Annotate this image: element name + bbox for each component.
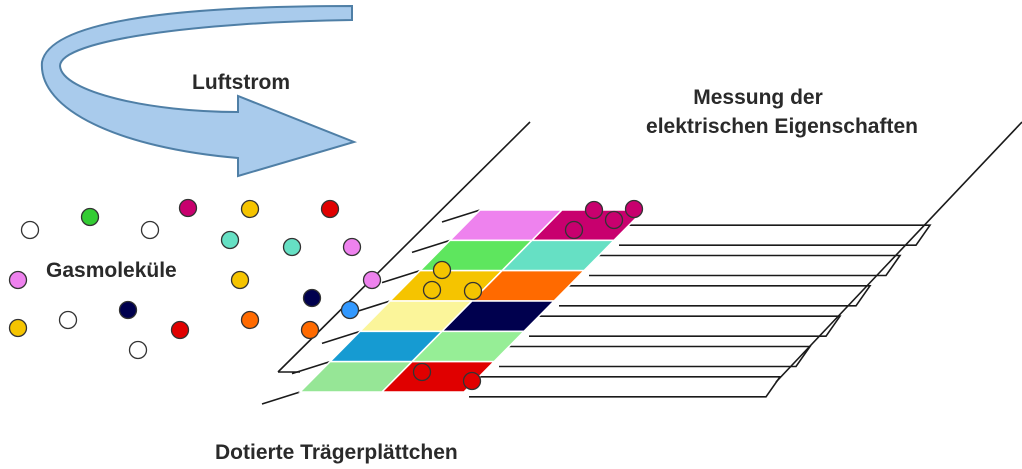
measurement-label-line2: elektrischen Eigenschaften [646, 115, 918, 138]
electrode-lines [261, 121, 1022, 405]
gas-molecule [300, 320, 320, 340]
gas-molecule [362, 270, 382, 290]
electrode-line [529, 315, 842, 337]
gas-molecule [8, 318, 28, 338]
electrode-line [589, 254, 902, 277]
gas-molecule [282, 237, 302, 257]
gas-molecule [220, 230, 240, 250]
adsorbed-molecule [412, 362, 432, 382]
gas-molecule [58, 310, 78, 330]
adsorbed-molecule [432, 260, 452, 280]
adsorbed-molecule [624, 199, 644, 219]
gas-molecule [302, 288, 322, 308]
airflow-arrow-icon [40, 4, 358, 178]
doped-plates-label: Dotierte Trägerplättchen [215, 441, 458, 464]
gas-molecule [80, 207, 100, 227]
gas-molecule [128, 340, 148, 360]
gas-molecule [118, 300, 138, 320]
plate-edge-line [381, 269, 421, 284]
plate-edge-line [411, 239, 451, 254]
adsorbed-molecules [412, 199, 644, 391]
gas-molecule [8, 270, 28, 290]
gas-molecule [178, 198, 198, 218]
gas-molecule [170, 320, 190, 340]
electrode-line [559, 285, 872, 307]
measurement-label-line1: Messung der [693, 86, 823, 109]
airflow-label: Luftstrom [192, 71, 290, 94]
electrode-line [499, 345, 812, 368]
adsorbed-molecule [463, 281, 483, 301]
plate-edge-line [321, 330, 361, 345]
gas-molecules-label: Gasmoleküle [46, 259, 177, 282]
adsorbed-molecule [584, 200, 604, 220]
electrode-line [469, 376, 782, 398]
gas-molecule [342, 237, 362, 257]
plate-edge-line [441, 209, 481, 223]
gas-molecule [340, 300, 360, 320]
gas-molecule [240, 199, 260, 219]
frame-line-right [775, 121, 1022, 383]
plate-edge-line [261, 391, 301, 405]
adsorbed-molecule [564, 220, 584, 240]
gas-molecule [20, 220, 40, 240]
gas-molecule [230, 270, 250, 290]
electrode-line [619, 224, 932, 246]
gas-molecules [8, 198, 382, 360]
gas-molecule [140, 220, 160, 240]
doped-plate-grid [298, 209, 646, 393]
gas-molecule [320, 199, 340, 219]
adsorbed-molecule [604, 210, 624, 230]
adsorbed-molecule [422, 280, 442, 300]
adsorbed-molecule [462, 371, 482, 391]
frame-line-left [277, 121, 531, 373]
gas-molecule [240, 310, 260, 330]
